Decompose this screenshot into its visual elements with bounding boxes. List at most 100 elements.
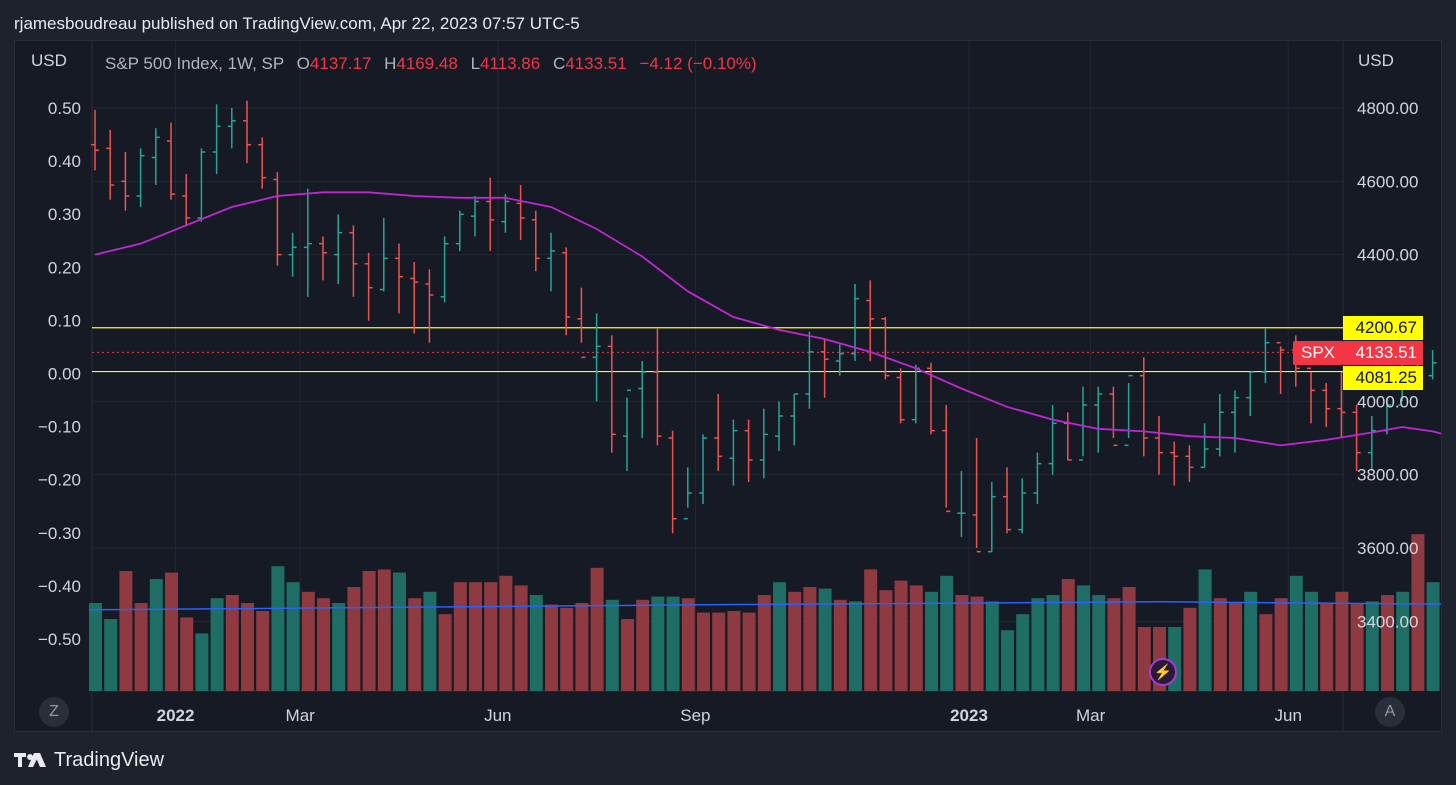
ohlc-bar [1170,441,1179,486]
volume-bar [590,567,604,691]
volume-bar [909,585,923,691]
left-axis-tick-label: −0.50 [38,630,81,649]
ohlc-bar [1155,416,1163,475]
ohlc-bar [197,148,206,222]
low-value: 4113.86 [480,54,541,73]
volume-bar [1365,601,1379,691]
left-axis-tick-label: 0.40 [48,152,81,171]
ohlc-bar [227,108,236,149]
ohlc-bar [531,210,540,272]
ohlc-bar [1018,478,1027,534]
volume-bar [1107,598,1121,691]
volume-bar [1411,534,1425,691]
low-label: L [470,54,481,73]
volume-bar [104,619,118,691]
volume-bar [1426,582,1440,691]
ohlc-bar [91,109,99,171]
volume-bar [712,612,726,691]
ohlc-bar [987,482,996,553]
ohlc-bar [592,313,601,402]
volume-bar [940,575,954,691]
ohlc-bar [440,236,449,303]
left-axis-tick-label: −0.20 [38,471,81,490]
volume-bar [149,579,163,691]
ohlc-bar [379,218,388,292]
brand-name: TradingView [54,748,165,771]
ohlc-bar [835,344,844,376]
volume-bar [165,572,178,691]
ohlc-bar [775,401,783,451]
volume-bar [833,599,847,691]
ohlc-bar [516,185,525,240]
lightning-icon[interactable]: ⚡ [1149,658,1177,686]
volume-bar [773,582,786,691]
volume-bar [1183,607,1197,691]
upper-level-tag[interactable]: 4200.67 [1343,316,1423,340]
ohlc-bar [243,100,251,163]
volume-bar [241,603,254,691]
volume-bar [1335,591,1349,691]
ohlc-bar [1033,452,1042,504]
volume-bar [1350,603,1364,691]
ohlc-bar [607,335,616,453]
volume-bar [1031,598,1045,691]
chart-frame[interactable]: 4800.00 4600.00 4400.00 4000.00 3800.00 3600.… [14,40,1442,732]
volume-bar [393,572,406,691]
close-label: C [552,54,566,73]
volume-bar [286,582,300,691]
time-axis-tick-label: Jun [484,706,511,725]
ohlc-bar [395,243,403,314]
left-axis-tick-label: 0.20 [48,258,81,277]
volume-bar [651,596,665,691]
ohlc-bar [577,287,586,359]
ohlc-bar [334,214,343,284]
ohlc-bar [1276,341,1285,394]
auto-scale-button[interactable]: A [1375,697,1405,727]
footer-brand[interactable]: TradingView [14,746,164,774]
volume-bar [1213,598,1227,691]
right-axis-labels: 4800.00 4600.00 4400.00 4000.00 3800.00 3600.… [1357,99,1418,631]
ohlc-bar [182,174,191,226]
open-value: 4137.17 [309,54,372,73]
ohlc-bar [1094,386,1103,453]
ohlc-bar [1200,423,1209,469]
lower-level-tag[interactable]: 4081.25 [1343,366,1423,390]
ohlc-bar [1079,386,1087,461]
volume-bar [377,569,391,691]
volume-bar [1274,598,1288,691]
volume-bar [788,591,802,691]
volume-bar [742,612,756,691]
ohlc-bar [319,236,327,281]
ohlc-bar [957,471,966,537]
volume-bar [1305,591,1318,691]
volume-bar [1122,587,1136,691]
ohlc-bar [273,172,282,266]
volume-bar [849,601,862,691]
volume-bar [1061,579,1075,691]
ohlc-bar [1246,371,1255,416]
volume-bar [210,598,224,691]
time-axis-tick-label: Mar [1076,706,1106,725]
volume-bar [985,601,999,691]
volume-bar [225,595,239,691]
left-axis-unit: USD [31,51,67,70]
left-axis-tick-label: 0.30 [48,205,81,224]
ohlc-bar [1352,405,1361,471]
ohlc-bar [455,210,464,251]
ohlc-bar [714,394,723,471]
volume-bar [317,598,330,691]
volume-bar [727,611,741,691]
ohlc-bar [1109,386,1118,447]
volume-bar [1137,627,1151,691]
right-axis-tick-label: 4400.00 [1357,246,1418,265]
volume-bar [666,596,680,691]
ohlc-bar [820,339,829,398]
zoom-button[interactable]: Z [39,697,69,727]
symbol-legend[interactable]: S&P 500 Index, 1W, SP O4137.17 H4169.48 … [105,54,757,74]
ohlc-bar [1124,374,1133,447]
volume-bar [636,599,650,691]
symbol-title[interactable]: S&P 500 Index, 1W, SP [105,54,284,73]
high-value: 4169.48 [396,54,458,73]
volume-bar [362,571,376,691]
price-chart[interactable]: 4800.00 4600.00 4400.00 4000.00 3800.00 3600.… [15,41,1441,731]
